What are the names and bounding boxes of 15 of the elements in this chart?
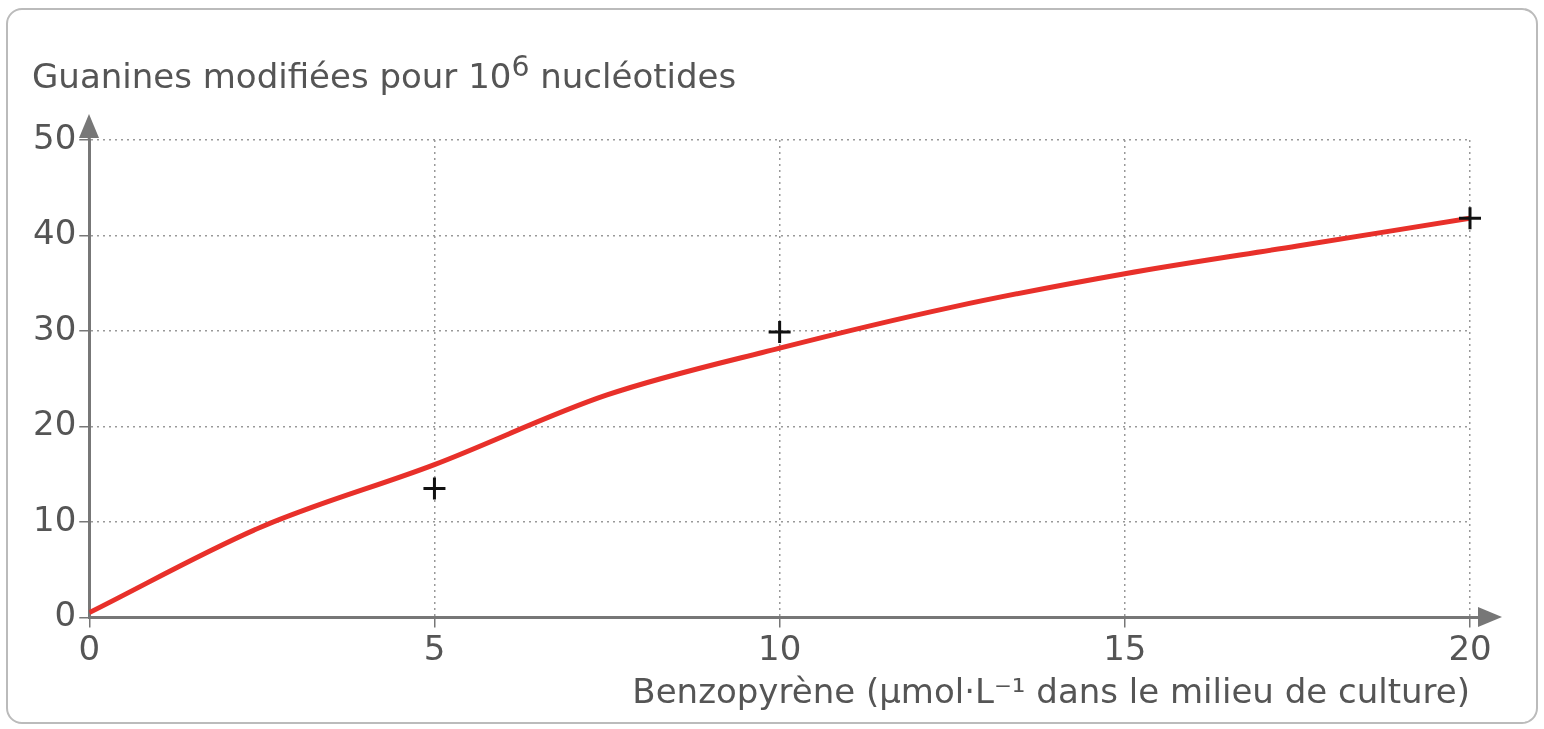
x-tick-label: 10 bbox=[758, 627, 802, 668]
point bbox=[1459, 207, 1481, 230]
x-tick-label: 15 bbox=[1103, 627, 1147, 668]
x-axis-title: Benzopyrène (µmol·L⁻¹ dans le milieu de culture) bbox=[632, 671, 1470, 712]
y-tick-label: 0 bbox=[54, 594, 77, 635]
x-tick-label: 20 bbox=[1448, 627, 1492, 668]
y-tick-label: 30 bbox=[33, 307, 77, 348]
y-tick-label: 10 bbox=[33, 498, 77, 539]
y-tick-label: 40 bbox=[33, 212, 77, 253]
point bbox=[423, 477, 446, 500]
y-tick-label: 20 bbox=[33, 403, 77, 444]
x-tick-label: 5 bbox=[423, 627, 446, 668]
point bbox=[768, 320, 791, 343]
y-axis-title: Guanines modifiées pour 10$^{6}$ nucléotides bbox=[32, 50, 737, 97]
y-tick-label: 50 bbox=[33, 116, 77, 157]
